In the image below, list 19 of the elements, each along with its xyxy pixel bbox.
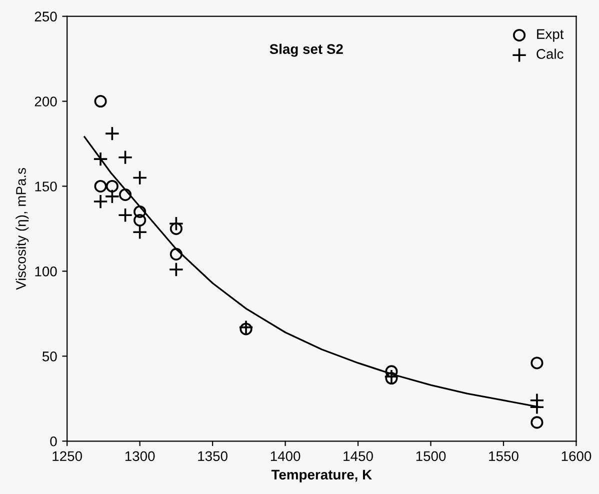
y-axis-title: Viscosity (η), mPa.s [16, 168, 29, 290]
x-tick-label: 1250 [52, 451, 82, 462]
legend-label: Calc [536, 48, 564, 59]
x-tick-label: 1300 [125, 451, 155, 462]
y-tick-label: 50 [42, 352, 57, 362]
x-tick-label: 1400 [270, 451, 300, 462]
annotation: Slag set S2 [270, 44, 343, 57]
x-tick-label: 1600 [562, 451, 592, 462]
legend-label: Expt [537, 29, 564, 42]
y-tick-label: 100 [35, 266, 57, 276]
y-tick-label: 200 [34, 96, 57, 106]
y-tick-label: 250 [34, 12, 57, 22]
x-tick-label: 1550 [489, 451, 518, 462]
x-tick-label: 1500 [416, 451, 446, 462]
x-tick-label: 1450 [344, 451, 373, 462]
y-tick-label: 150 [35, 182, 57, 192]
x-axis-title: Temperature, K [271, 470, 372, 482]
x-tick-label: 1350 [198, 451, 228, 462]
y-tick-label: 0 [50, 436, 57, 446]
